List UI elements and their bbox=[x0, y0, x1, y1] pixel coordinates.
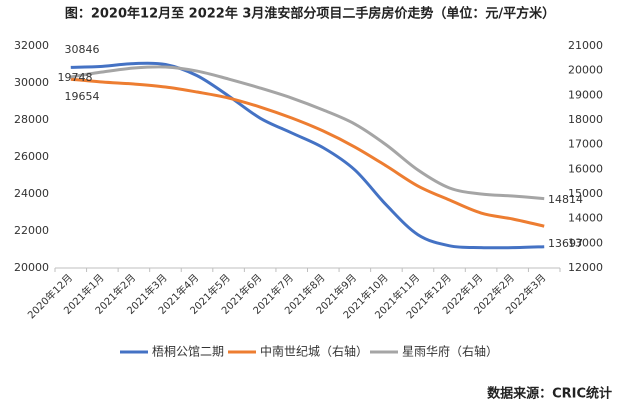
y-tick-label: 26000 bbox=[14, 150, 49, 163]
y2-tick-label: 13000 bbox=[568, 236, 603, 249]
data-label: 19748 bbox=[58, 71, 93, 84]
y2-tick-label: 16000 bbox=[568, 162, 603, 175]
series-line bbox=[70, 77, 545, 228]
y-tick-label: 32000 bbox=[14, 39, 49, 52]
y-tick-label: 30000 bbox=[14, 76, 49, 89]
y2-tick-label: 18000 bbox=[568, 113, 603, 126]
y-tick-label: 20000 bbox=[14, 261, 49, 274]
data-label: 30846 bbox=[65, 43, 100, 56]
y-tick-label: 24000 bbox=[14, 187, 49, 200]
series-line bbox=[70, 65, 545, 201]
y2-tick-label: 15000 bbox=[568, 187, 603, 200]
data-label: 14814 bbox=[548, 193, 583, 206]
y2-tick-label: 19000 bbox=[568, 88, 603, 101]
y-tick-label: 22000 bbox=[14, 224, 49, 237]
legend-label: 中南世纪城（右轴） bbox=[260, 344, 368, 359]
y2-tick-label: 21000 bbox=[568, 39, 603, 52]
source-note: 数据来源：CRIC统计 bbox=[487, 386, 612, 402]
data-label: 19654 bbox=[65, 90, 100, 103]
series-line bbox=[70, 61, 545, 250]
legend-label: 梧桐公馆二期 bbox=[152, 344, 224, 359]
y2-tick-label: 12000 bbox=[568, 261, 603, 274]
legend-label: 星雨华府（右轴） bbox=[402, 344, 498, 359]
y-tick-label: 28000 bbox=[14, 113, 49, 126]
chart-title: 图：2020年12月至 2022年 3月淮安部分项目二手房房价走势（单位：元/平… bbox=[65, 6, 555, 22]
y2-tick-label: 14000 bbox=[568, 212, 603, 225]
y2-tick-label: 20000 bbox=[568, 64, 603, 77]
y2-tick-label: 17000 bbox=[568, 138, 603, 151]
data-label: 13697 bbox=[548, 237, 583, 250]
